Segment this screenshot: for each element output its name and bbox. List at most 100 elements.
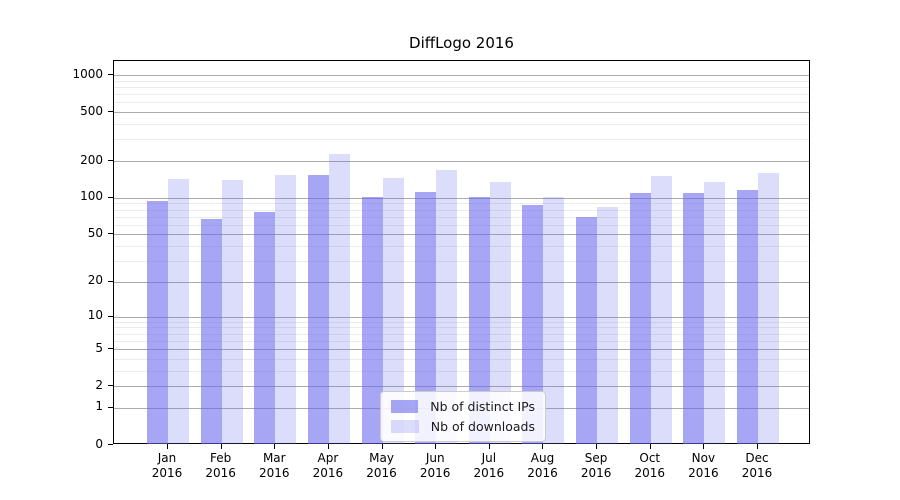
chart-title: DiffLogo 2016 [409, 34, 514, 52]
gridline-major [114, 161, 809, 162]
gridline-major [114, 197, 809, 199]
bar-distinct-ips [576, 217, 598, 444]
y-tickmark [108, 385, 113, 387]
x-tick-label: Nov 2016 [688, 451, 719, 480]
bar-downloads [704, 181, 726, 444]
legend-item-distinct-ips: Nb of distinct IPs [391, 399, 535, 414]
gridline-major [114, 349, 809, 351]
x-tick-label: Mar 2016 [258, 451, 290, 480]
y-tick-label: 1 [95, 399, 103, 414]
legend: Nb of distinct IPs Nb of downloads [380, 391, 546, 442]
x-tickmark [703, 444, 705, 449]
x-tick-label: Sep 2016 [580, 451, 612, 480]
gridline-major [114, 386, 809, 388]
gridline-minor [114, 94, 809, 96]
x-tickmark [435, 444, 437, 449]
bar-downloads [489, 182, 511, 444]
bar-downloads [758, 172, 780, 444]
y-tickmark [108, 74, 113, 76]
y-tick-label: 500 [80, 103, 103, 118]
gridline-major [114, 112, 809, 114]
gridline-minor [114, 216, 809, 218]
gridline-minor [114, 124, 809, 126]
y-tickmark [108, 348, 113, 350]
x-tick-label: Feb 2016 [205, 451, 236, 480]
x-tick-label: Aug 2016 [527, 451, 558, 480]
gridline-minor [114, 261, 809, 263]
y-tick-label: 50 [87, 225, 103, 240]
bar-distinct-ips [254, 212, 276, 444]
bar-downloads [168, 179, 189, 444]
bar-distinct-ips [522, 205, 544, 444]
x-tick-label: Oct 2016 [634, 451, 666, 480]
bar-distinct-ips [147, 201, 168, 444]
x-tick-label: May 2016 [366, 451, 397, 480]
gridline-minor [114, 340, 809, 342]
gridline-minor [114, 321, 809, 323]
bar-distinct-ips [361, 196, 383, 444]
gridline-minor [114, 139, 809, 141]
bar-downloads [382, 178, 404, 444]
x-tick-label: Dec 2016 [741, 451, 773, 480]
x-tickmark [649, 444, 651, 449]
y-tickmark [108, 406, 113, 408]
gridline-major [114, 234, 809, 236]
gridline-minor [114, 209, 809, 211]
gridline-minor [114, 246, 809, 248]
x-tickmark [488, 444, 490, 449]
y-tick-label: 5 [95, 340, 103, 355]
x-tickmark [542, 444, 544, 449]
bar-distinct-ips [468, 197, 490, 444]
bar-downloads [436, 170, 458, 444]
y-tick-label: 100 [80, 189, 103, 204]
gridline-major [114, 281, 809, 283]
plot-area: Nb of distinct IPs Nb of downloads [113, 60, 810, 444]
gridline-minor [114, 203, 809, 205]
gridline-minor [114, 370, 809, 372]
bar-downloads [221, 180, 243, 444]
x-tick-label: Jun 2016 [419, 451, 451, 480]
x-tickmark [757, 444, 759, 449]
gridline-minor [114, 333, 809, 335]
x-tickmark [381, 444, 383, 449]
x-tick-label: Jul 2016 [473, 451, 505, 480]
bar-downloads [275, 174, 297, 444]
gridline-minor [114, 327, 809, 329]
x-tickmark [220, 444, 222, 449]
y-tick-label: 200 [80, 152, 103, 167]
bar-distinct-ips [629, 193, 651, 444]
x-tick-label: Jan 2016 [151, 451, 183, 480]
bar-downloads [328, 154, 350, 444]
bar-distinct-ips [307, 175, 329, 444]
y-tick-label: 0 [95, 436, 103, 451]
y-tickmark [108, 444, 113, 445]
gridline-major [114, 316, 809, 318]
gridline-minor [114, 224, 809, 226]
bar-distinct-ips [683, 193, 705, 444]
y-tick-label: 20 [87, 273, 103, 288]
gridline-major [114, 75, 809, 77]
gridline-minor [114, 102, 809, 104]
y-tick-label: 10 [87, 308, 103, 323]
y-tickmark [108, 315, 113, 317]
gridline-minor [114, 358, 809, 360]
x-tickmark [596, 444, 598, 449]
bar-distinct-ips [737, 189, 759, 444]
bar-distinct-ips [415, 192, 437, 444]
x-tickmark [167, 444, 168, 449]
bar-downloads [543, 197, 565, 444]
x-tickmark [274, 444, 276, 449]
gridline-minor [114, 80, 809, 82]
bar-downloads [597, 207, 619, 444]
y-tickmark [108, 160, 113, 161]
bar-downloads [650, 176, 672, 444]
legend-swatch-downloads-icon [391, 420, 419, 433]
bar-distinct-ips [200, 219, 222, 444]
gridline-minor [114, 86, 809, 88]
legend-item-downloads: Nb of downloads [391, 419, 535, 434]
legend-label-downloads: Nb of downloads [430, 419, 535, 434]
legend-label-distinct-ips: Nb of distinct IPs [430, 399, 535, 414]
y-tick-label: 2 [95, 377, 103, 392]
x-tickmark [327, 444, 329, 449]
